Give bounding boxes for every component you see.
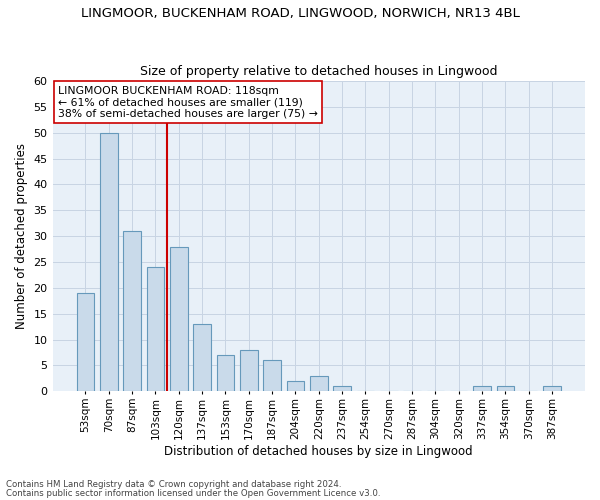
Bar: [147, 267, 164, 392]
Text: Contains public sector information licensed under the Open Government Licence v3: Contains public sector information licen…: [6, 488, 380, 498]
Text: LINGMOOR, BUCKENHAM ROAD, LINGWOOD, NORWICH, NR13 4BL: LINGMOOR, BUCKENHAM ROAD, LINGWOOD, NORW…: [80, 8, 520, 20]
Bar: [263, 360, 281, 392]
Y-axis label: Number of detached properties: Number of detached properties: [15, 143, 28, 329]
Text: Contains HM Land Registry data © Crown copyright and database right 2024.: Contains HM Land Registry data © Crown c…: [6, 480, 341, 489]
Title: Size of property relative to detached houses in Lingwood: Size of property relative to detached ho…: [140, 66, 497, 78]
Text: LINGMOOR BUCKENHAM ROAD: 118sqm
← 61% of detached houses are smaller (119)
38% o: LINGMOOR BUCKENHAM ROAD: 118sqm ← 61% of…: [58, 86, 318, 119]
Bar: [100, 133, 118, 392]
Bar: [473, 386, 491, 392]
Bar: [310, 376, 328, 392]
Bar: [124, 231, 141, 392]
Bar: [287, 381, 304, 392]
Bar: [77, 293, 94, 392]
X-axis label: Distribution of detached houses by size in Lingwood: Distribution of detached houses by size …: [164, 444, 473, 458]
Bar: [544, 386, 561, 392]
Bar: [170, 246, 188, 392]
Bar: [217, 355, 234, 392]
Bar: [240, 350, 257, 392]
Bar: [193, 324, 211, 392]
Bar: [334, 386, 351, 392]
Bar: [497, 386, 514, 392]
